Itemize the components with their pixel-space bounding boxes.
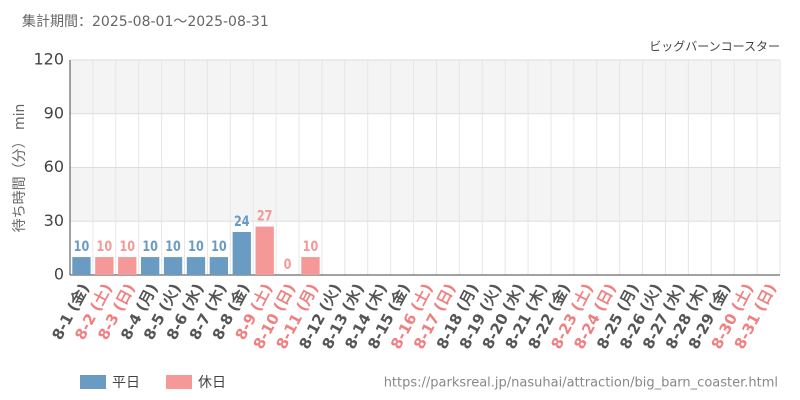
data-label: 0 [284,256,292,273]
y-tick-label: 90 [44,103,64,122]
bar [301,257,320,275]
data-label: 10 [211,238,227,255]
bar [163,257,183,275]
legend-label: 平日 [112,375,140,391]
y-tick-label: 0 [54,265,64,284]
legend-swatch [80,375,106,389]
legend-swatch [166,375,192,389]
data-label: 10 [119,238,135,255]
plot-band [70,167,780,222]
data-label: 10 [165,238,181,255]
data-label: 24 [234,213,250,230]
legend-label: 休日 [198,375,226,391]
bar [118,257,137,275]
data-label: 10 [303,238,319,255]
y-tick-label: 30 [44,211,64,230]
data-label: 27 [257,207,273,224]
bar [72,257,91,275]
data-label: 10 [74,238,90,255]
chart-title: ビッグバーンコースター [649,40,780,54]
period-label: 集計期間：2025-08-01～2025-08-31 [22,13,269,30]
source-url: https://parksreal.jp/nasuhai/attraction/… [384,376,778,391]
y-axis-label: 待ち時間（分） min [12,104,28,233]
bar [186,257,206,275]
data-label: 10 [188,238,204,255]
y-tick-label: 60 [44,157,64,176]
y-tick-label: 120 [33,50,64,69]
bar [141,257,160,275]
data-label: 10 [97,238,113,255]
plot-band [70,60,780,114]
bar [255,226,274,275]
bar [209,257,229,275]
bar [232,232,251,275]
data-label: 10 [142,238,158,255]
bar [95,257,114,275]
